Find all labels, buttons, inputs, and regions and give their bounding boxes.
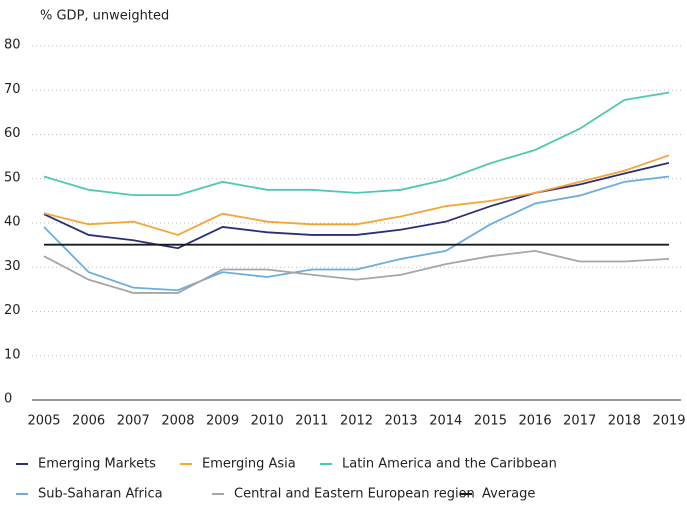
- y-tick-label: 20: [4, 303, 21, 318]
- x-tick-label: 2005: [27, 414, 60, 429]
- x-tick-label: 2006: [72, 414, 105, 429]
- y-tick-label: 0: [4, 392, 12, 407]
- y-tick-label: 70: [4, 82, 21, 97]
- x-tick-label: 2008: [161, 414, 194, 429]
- x-tick-label: 2018: [608, 414, 641, 429]
- series-line: [43, 249, 670, 294]
- y-tick-label: 80: [4, 38, 21, 53]
- y-tick-label: 60: [4, 126, 21, 141]
- y-axis-label: % GDP, unweighted: [40, 9, 169, 24]
- series-line: [43, 175, 670, 292]
- x-tick-label: 2007: [117, 414, 150, 429]
- x-tick-label: 2013: [385, 414, 418, 429]
- x-tick-label: 2014: [429, 414, 462, 429]
- legend-label: Emerging Markets: [38, 457, 156, 472]
- y-tick-label: 30: [4, 259, 21, 274]
- x-tick-label: 2017: [563, 414, 596, 429]
- legend-label: Average: [482, 487, 535, 502]
- x-tick-label: 2009: [206, 414, 239, 429]
- x-tick-label: 2012: [340, 414, 373, 429]
- series-line: [43, 91, 670, 197]
- x-tick-label: 2015: [474, 414, 507, 429]
- legend-label: Central and Eastern European region: [234, 487, 475, 502]
- legend-label: Latin America and the Caribbean: [342, 457, 557, 472]
- x-tick-label: 2016: [519, 414, 552, 429]
- series-line: [43, 161, 670, 250]
- y-tick-label: 50: [4, 170, 21, 185]
- series-line: [43, 154, 670, 236]
- legend-label: Emerging Asia: [202, 457, 296, 472]
- x-tick-label: 2019: [652, 414, 685, 429]
- x-tick-label: 2010: [251, 414, 284, 429]
- legend-label: Sub-Saharan Africa: [38, 487, 163, 502]
- y-tick-label: 10: [4, 347, 21, 362]
- x-tick-label: 2011: [295, 414, 328, 429]
- y-tick-label: 40: [4, 215, 21, 230]
